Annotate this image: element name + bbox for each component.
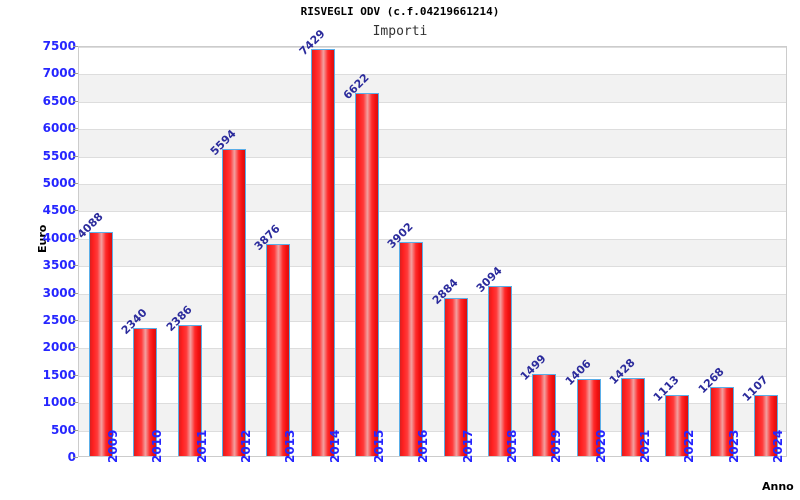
y-tick-label: 7500 xyxy=(42,39,76,53)
y-tick-label: 5500 xyxy=(42,148,76,163)
gridline xyxy=(79,375,786,377)
bar[interactable] xyxy=(443,297,468,456)
x-tick-label: 2016 xyxy=(416,429,431,463)
y-tick-label: 4500 xyxy=(42,203,76,218)
gridline xyxy=(79,74,786,76)
x-tick-label: 2014 xyxy=(327,429,342,463)
bar[interactable] xyxy=(399,242,424,456)
x-tick-label: 2021 xyxy=(637,429,652,463)
plot-band xyxy=(79,74,786,102)
bar[interactable] xyxy=(89,231,114,456)
y-tick-label: 6000 xyxy=(42,121,76,136)
gridline xyxy=(79,238,786,240)
bar[interactable] xyxy=(177,325,202,456)
y-tick-mark xyxy=(73,237,78,239)
y-tick-mark xyxy=(73,429,78,431)
bar[interactable] xyxy=(133,327,158,456)
plot-band xyxy=(79,238,786,267)
gridline xyxy=(79,184,786,185)
bar[interactable] xyxy=(222,149,247,456)
y-tick-label: 7000 xyxy=(42,66,76,81)
gridline xyxy=(79,101,786,103)
bar[interactable] xyxy=(355,93,380,456)
y-tick-mark xyxy=(73,265,78,267)
x-tick-label: 2010 xyxy=(150,429,165,463)
bar[interactable] xyxy=(709,386,734,456)
x-tick-label: 2017 xyxy=(460,429,475,463)
gridline xyxy=(79,129,786,131)
plot-band xyxy=(79,293,786,321)
x-tick-label: 2019 xyxy=(549,429,564,463)
y-tick-mark xyxy=(73,374,78,376)
bar[interactable] xyxy=(310,48,335,456)
y-tick-mark xyxy=(73,292,78,294)
y-tick-mark xyxy=(73,402,78,404)
plot-band xyxy=(79,184,786,212)
y-tick-label: 5000 xyxy=(42,176,76,190)
bar[interactable] xyxy=(487,286,512,456)
x-tick-label: 2020 xyxy=(593,429,608,463)
x-tick-label: 2018 xyxy=(504,429,519,463)
gridline xyxy=(79,348,786,350)
gridline xyxy=(79,430,786,432)
gridline xyxy=(79,47,786,48)
y-tick-mark xyxy=(73,347,78,349)
x-tick-label: 2015 xyxy=(372,429,387,463)
y-tick-label: 1500 xyxy=(42,367,76,382)
y-tick-label: 1000 xyxy=(42,395,76,410)
y-tick-label: 4000 xyxy=(42,230,76,245)
gridline xyxy=(79,293,786,295)
bar[interactable] xyxy=(620,377,645,456)
gridline xyxy=(79,156,786,158)
x-tick-label: 2009 xyxy=(106,429,121,463)
y-tick-mark xyxy=(73,100,78,102)
plot-band xyxy=(79,129,786,157)
bar[interactable] xyxy=(532,373,557,456)
y-tick-label: 2500 xyxy=(42,313,76,327)
x-tick-label: 2022 xyxy=(682,429,697,463)
gridline xyxy=(79,403,786,405)
y-tick-label: 3000 xyxy=(42,285,76,300)
y-tick-label: 500 xyxy=(50,422,76,437)
x-tick-label: 2011 xyxy=(194,429,209,463)
y-tick-mark xyxy=(73,210,78,212)
x-tick-label: 2013 xyxy=(283,429,298,463)
plot-area xyxy=(78,46,787,457)
y-tick-mark xyxy=(73,457,78,458)
x-tick-label: 2012 xyxy=(239,429,254,463)
x-tick-label: 2024 xyxy=(770,429,785,463)
x-axis-label: Anno xyxy=(762,480,794,493)
gridline xyxy=(79,321,786,322)
gridline xyxy=(79,211,786,213)
y-tick-mark xyxy=(73,320,78,321)
chart-title: RISVEGLI ODV (c.f.04219661214) xyxy=(300,5,500,18)
bar[interactable] xyxy=(753,395,778,456)
y-tick-label: 3500 xyxy=(42,258,76,273)
bar[interactable] xyxy=(266,243,291,456)
x-tick-label: 2023 xyxy=(726,429,741,463)
chart-subtitle: Importi xyxy=(372,24,428,39)
gridline xyxy=(79,266,786,268)
y-tick-mark xyxy=(73,128,78,130)
y-tick-mark xyxy=(73,46,78,47)
bar[interactable] xyxy=(576,378,601,456)
y-tick-label: 2000 xyxy=(42,340,76,355)
y-tick-label: 0 xyxy=(67,450,76,464)
y-tick-mark xyxy=(73,183,78,184)
bar[interactable] xyxy=(665,395,690,456)
y-tick-mark xyxy=(73,155,78,157)
y-tick-label: 6500 xyxy=(42,93,76,108)
y-tick-mark xyxy=(73,73,78,75)
